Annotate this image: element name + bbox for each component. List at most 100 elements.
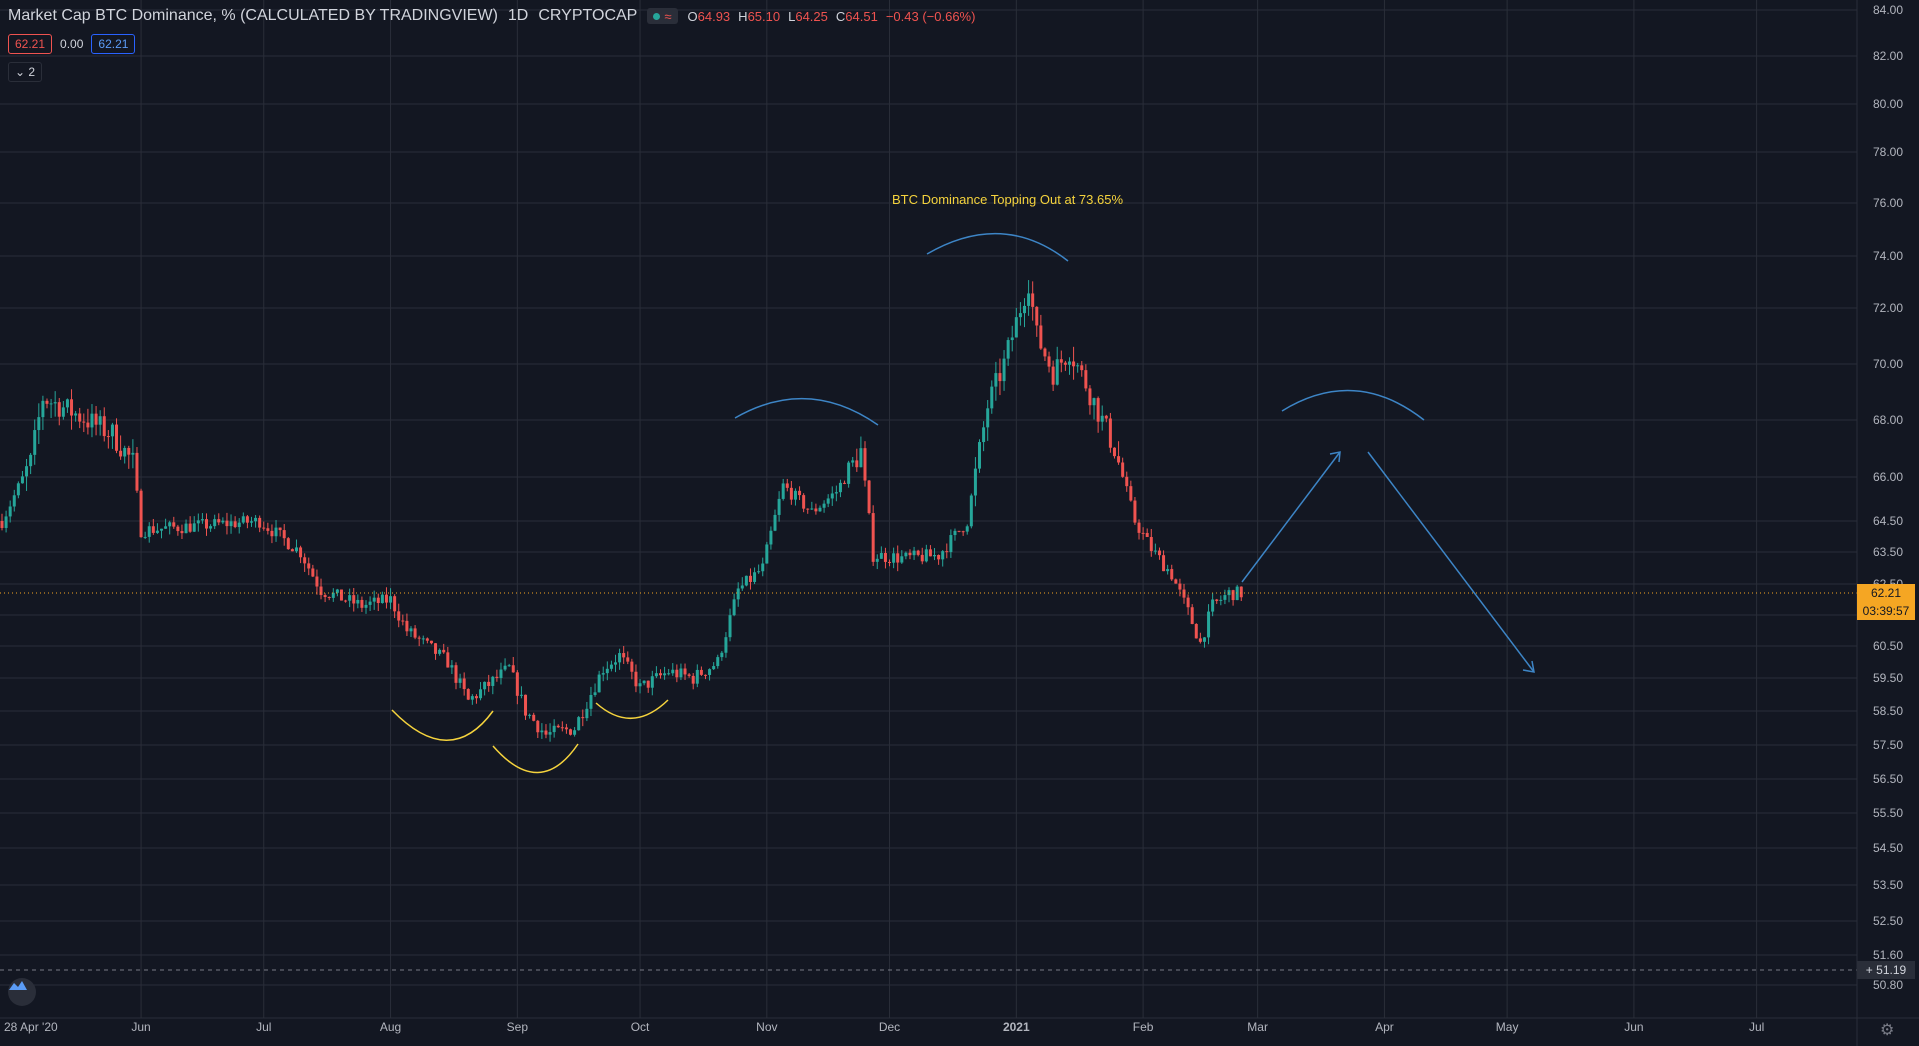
- candle-body: [544, 730, 548, 735]
- candle-body: [1223, 595, 1227, 600]
- bottom-arc-2: [492, 743, 579, 774]
- candle-body: [1072, 361, 1076, 367]
- candle-body: [969, 495, 973, 527]
- candle-body: [519, 694, 523, 696]
- candle-body: [945, 551, 949, 553]
- candle-body: [793, 490, 797, 500]
- candle-body: [176, 526, 180, 532]
- candle-body: [429, 640, 433, 644]
- candle-body: [454, 665, 458, 683]
- candle-body: [638, 683, 642, 687]
- candle-body: [1202, 637, 1206, 642]
- open-label: O: [687, 8, 698, 24]
- candle-body: [703, 674, 707, 676]
- status-badge[interactable]: ≈: [647, 8, 678, 24]
- candle-body: [1231, 590, 1235, 601]
- gear-icon[interactable]: ⚙: [1880, 1022, 1895, 1039]
- bid-badge[interactable]: 62.21: [8, 34, 53, 54]
- candle-body: [479, 689, 483, 699]
- y-tick-label: 57.50: [1873, 738, 1903, 752]
- candle-body: [986, 408, 990, 428]
- candle-body: [1145, 532, 1149, 538]
- candle-body: [994, 373, 998, 387]
- candle-body: [654, 673, 658, 677]
- x-tick-label: Mar: [1247, 1020, 1268, 1034]
- candle-body: [1010, 337, 1014, 341]
- candle-body: [1141, 532, 1145, 534]
- candle-body: [1006, 340, 1010, 359]
- candle-body: [33, 430, 37, 455]
- ask-badge[interactable]: 62.21: [91, 34, 136, 54]
- candle-body: [487, 681, 491, 686]
- candle-body: [1153, 550, 1157, 552]
- candle-body: [221, 520, 225, 523]
- x-tick-label: May: [1496, 1020, 1519, 1034]
- candle-body: [1055, 359, 1059, 385]
- candle-body: [1018, 313, 1022, 318]
- candle-body: [896, 553, 900, 563]
- y-tick-label: 52.50: [1873, 914, 1903, 928]
- x-tick-label: Nov: [756, 1020, 777, 1034]
- candle-body: [961, 531, 965, 533]
- x-tick-label: Oct: [631, 1020, 650, 1034]
- candle-body: [691, 675, 695, 684]
- candle-body: [773, 514, 777, 531]
- annotation-text[interactable]: BTC Dominance Topping Out at 73.65%: [892, 192, 1124, 207]
- y-tick-label: 72.00: [1873, 301, 1903, 315]
- candle-body: [29, 454, 33, 467]
- candle-body: [110, 424, 114, 437]
- candle-body: [683, 668, 687, 675]
- candle-body: [1149, 537, 1153, 552]
- candle-body: [892, 553, 896, 563]
- candle-body: [916, 550, 920, 555]
- candle-body: [393, 596, 397, 612]
- candle-body: [1186, 597, 1190, 608]
- timeframe-label[interactable]: 1D: [507, 7, 529, 24]
- candle-body: [266, 528, 270, 531]
- candle-body: [446, 652, 450, 668]
- y-tick-label: 60.50: [1873, 639, 1903, 653]
- candle-body: [912, 550, 916, 556]
- collapse-indicators-button[interactable]: ⌄ 2: [8, 62, 43, 82]
- y-tick-label: 76.00: [1873, 196, 1903, 210]
- candle-body: [1084, 370, 1088, 389]
- candle-body: [331, 592, 335, 598]
- y-tick-label: 68.00: [1873, 413, 1903, 427]
- candle-body: [847, 462, 851, 484]
- chevron-down-icon: ⌄: [15, 65, 26, 79]
- candle-body: [904, 552, 908, 557]
- tradingview-logo[interactable]: [8, 978, 36, 1006]
- spread-value: 0.00: [60, 37, 84, 51]
- y-tick-label: 55.50: [1873, 806, 1903, 820]
- drawings: [0, 232, 1857, 971]
- low-value: 64.25: [795, 8, 828, 24]
- candle-body: [74, 413, 78, 416]
- candle-body: [241, 516, 245, 523]
- candle-body: [1162, 555, 1166, 572]
- arrow-head-up-icon: [1329, 451, 1341, 463]
- grid: [0, 0, 1857, 1018]
- candle-body: [1059, 359, 1063, 363]
- candle-body: [147, 526, 151, 537]
- y-tick-label: 66.00: [1873, 470, 1903, 484]
- indicator-count: 2: [28, 65, 36, 79]
- symbol-title[interactable]: Market Cap BTC Dominance, % (CALCULATED …: [8, 7, 498, 24]
- candle-body: [830, 493, 834, 499]
- candle-body: [278, 527, 282, 531]
- candle-body: [1117, 456, 1121, 463]
- candle-body: [299, 547, 303, 558]
- candle-body: [818, 507, 822, 512]
- x-tick-label: Jun: [131, 1020, 150, 1034]
- plus-icon[interactable]: +: [1865, 963, 1873, 977]
- candle-body: [1129, 486, 1133, 501]
- candle-body: [237, 522, 241, 528]
- crosshair-price-tag[interactable]: + 51.19: [1857, 961, 1915, 979]
- bottom-arc-1: [391, 709, 494, 741]
- y-tick-label: 74.00: [1873, 249, 1903, 263]
- close-value: 64.51: [845, 8, 878, 24]
- candle-body: [1215, 599, 1219, 601]
- candle-body: [863, 448, 867, 481]
- legend-header: Market Cap BTC Dominance, % (CALCULATED …: [8, 6, 975, 26]
